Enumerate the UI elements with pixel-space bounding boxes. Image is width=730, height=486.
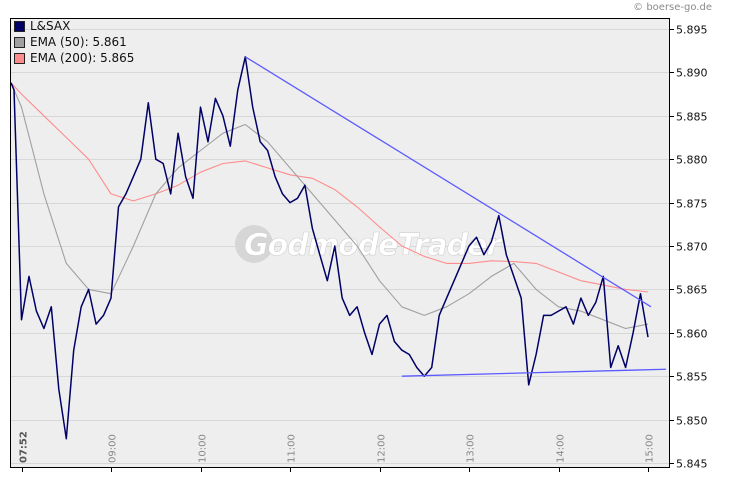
x-tick-label: 12:00 — [377, 434, 388, 463]
y-tick-label: 5.895 — [676, 24, 708, 37]
x-tick-label: 14:00 — [556, 434, 567, 463]
x-axis: 07:52 09:00 10:00 11:00 12:00 13:00 14:00 15:00 — [19, 431, 656, 472]
y-tick-label: 5.870 — [676, 241, 708, 254]
y-tick-label: 5.880 — [676, 154, 708, 167]
trendlines — [244, 56, 666, 377]
watermark-text: GodmodeTrader — [244, 228, 503, 263]
y-tick-label: 5.890 — [676, 67, 708, 80]
legend: L&SAX EMA (50): 5.861 EMA (200): 5.865 — [14, 18, 134, 66]
x-tick-label: 13:00 — [466, 434, 477, 463]
y-tick-label: 5.860 — [676, 328, 708, 341]
legend-item-ema50[interactable]: EMA (50): 5.861 — [14, 34, 134, 50]
legend-swatch-price — [14, 20, 25, 32]
y-tick-label: 5.845 — [676, 458, 708, 471]
y-tick-label: 5.850 — [676, 415, 708, 428]
x-tick-label: 07:52 — [19, 431, 30, 463]
x-tick-label: 11:00 — [287, 434, 298, 463]
y-tick-label: 5.875 — [676, 198, 708, 211]
y-axis: 5.845 5.850 5.855 5.860 5.865 5.870 5.875 5.880… — [669, 24, 708, 471]
resistance-trendline — [244, 56, 652, 308]
watermark-logo-icon — [235, 225, 273, 263]
x-tick-label: 10:00 — [198, 434, 209, 463]
copyright-label: © boerse-go.de — [633, 2, 712, 13]
legend-swatch-ema200 — [14, 52, 25, 64]
x-tick-label: 15:00 — [645, 434, 656, 463]
watermark: GodmodeTrader — [235, 225, 505, 263]
legend-item-price[interactable]: L&SAX — [14, 18, 134, 34]
y-tick-label: 5.855 — [676, 371, 708, 384]
x-tick-label: 09:00 — [108, 434, 119, 463]
plot-background — [11, 18, 669, 467]
gridlines — [11, 29, 669, 464]
support-trendline — [401, 368, 666, 377]
y-tick-label: 5.865 — [676, 284, 708, 297]
y-tick-label: 5.885 — [676, 111, 708, 124]
legend-swatch-ema50 — [14, 36, 25, 48]
series-layer — [10, 56, 649, 440]
legend-item-ema200[interactable]: EMA (200): 5.865 — [14, 50, 134, 66]
ema50-line — [10, 82, 649, 330]
legend-label: EMA (200): 5.865 — [30, 51, 135, 65]
ema200-line — [10, 82, 649, 293]
legend-label: L&SAX — [30, 19, 71, 33]
legend-label: EMA (50): 5.861 — [30, 35, 127, 49]
price-line — [10, 56, 649, 440]
